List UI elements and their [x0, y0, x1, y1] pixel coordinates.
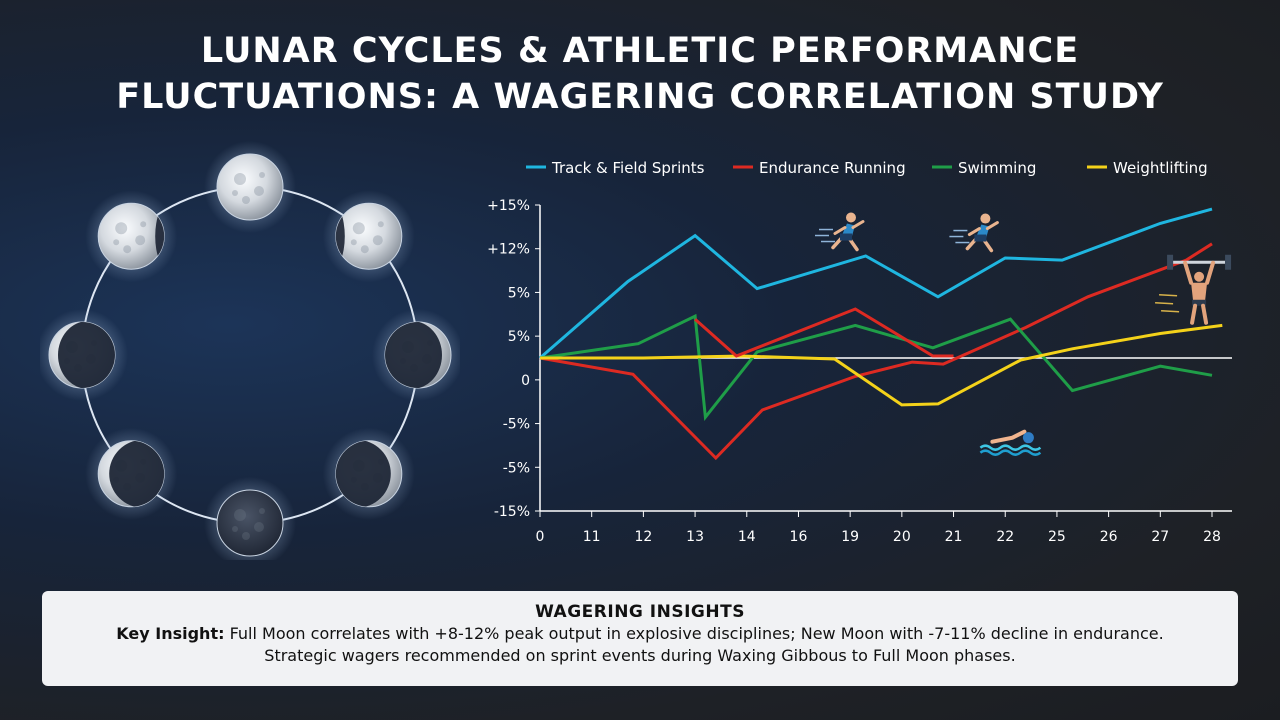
moon-phase-waxing-crescent-icon: [85, 427, 178, 520]
swimmer-icon: [979, 429, 1042, 456]
series-line-track-field-sprints: [539, 207, 1213, 360]
moon-phase-last-quarter-icon: [372, 309, 460, 401]
moon-phase-full-icon: [204, 141, 296, 233]
series-line-weightlifting: [540, 323, 1223, 407]
x-tick-label: 27: [1151, 529, 1169, 545]
moon-phase-first-quarter-icon: [40, 309, 128, 401]
legend-label: Track & Field Sprints: [551, 159, 705, 177]
chart-legend: Track & Field Sprints Endurance Running Sw…: [526, 159, 1208, 177]
x-tick-label: 21: [945, 529, 963, 545]
y-tick-label: 0: [521, 373, 530, 389]
x-tick-label: 26: [1100, 529, 1118, 545]
legend-item: Endurance Running: [733, 159, 906, 177]
line-chart: Track & Field Sprints Endurance Running Sw…: [487, 159, 1232, 545]
x-tick-label: 11: [583, 529, 601, 545]
wagering-insights-panel: WAGERING INSIGHTS Key Insight: Full Moon…: [42, 591, 1238, 686]
y-tick-label: -5%: [503, 460, 530, 476]
key-insight-label: Key Insight:: [116, 624, 225, 643]
title-line-2: FLUCTUATIONS: A WAGERING CORRELATION STU…: [116, 77, 1164, 117]
x-tick-label: 0: [536, 529, 545, 545]
legend-item: Weightlifting: [1087, 159, 1208, 177]
x-tick-label: 28: [1203, 529, 1221, 545]
x-tick-label: 14: [738, 529, 756, 545]
x-tick-label: 20: [893, 529, 911, 545]
moon-phase-waxing-gibbous-icon: [85, 190, 178, 283]
y-tick-label: -5%: [503, 417, 530, 433]
y-tick-label: +15%: [487, 198, 530, 214]
y-tick-label: 5%: [508, 329, 530, 345]
insights-text: Key Insight: Full Moon correlates with +…: [42, 623, 1238, 667]
weightlifter-icon: [1155, 254, 1232, 325]
y-tick-label: +12%: [487, 242, 530, 258]
legend-label: Weightlifting: [1113, 159, 1208, 177]
moon-phase-new-icon: [204, 477, 296, 560]
legend-label: Swimming: [958, 159, 1036, 177]
key-insight-body: Full Moon correlates with +8-12% peak ou…: [224, 624, 1164, 665]
series-line-secondary-4: [694, 307, 954, 358]
x-tick-label: 12: [634, 529, 652, 545]
x-tick-label: 13: [686, 529, 704, 545]
legend-item: Track & Field Sprints: [526, 159, 705, 177]
moon-phase-waning-crescent-icon: [322, 427, 415, 520]
legend-label: Endurance Running: [759, 159, 906, 177]
x-tick-label: 19: [841, 529, 859, 545]
y-tick-label: -15%: [494, 504, 530, 520]
legend-item: Swimming: [932, 159, 1036, 177]
x-tick-label: 16: [790, 529, 808, 545]
lunar-cycle-diagram: [40, 141, 460, 560]
x-tick-label: 22: [996, 529, 1014, 545]
series-line-swimming: [539, 313, 1213, 422]
title-line-1: LUNAR CYCLES & ATHLETIC PERFORMANCE: [200, 31, 1080, 71]
sprinter-icon: [814, 212, 865, 252]
series-line-endurance-running: [539, 242, 1213, 461]
page-title: LUNAR CYCLES & ATHLETIC PERFORMANCE FLUC…: [0, 28, 1280, 120]
y-tick-label: 5%: [508, 285, 530, 301]
insights-heading: WAGERING INSIGHTS: [535, 602, 745, 622]
moon-phase-waning-gibbous-icon: [322, 190, 415, 283]
runner-icon: [949, 213, 999, 253]
x-tick-label: 25: [1048, 529, 1066, 545]
